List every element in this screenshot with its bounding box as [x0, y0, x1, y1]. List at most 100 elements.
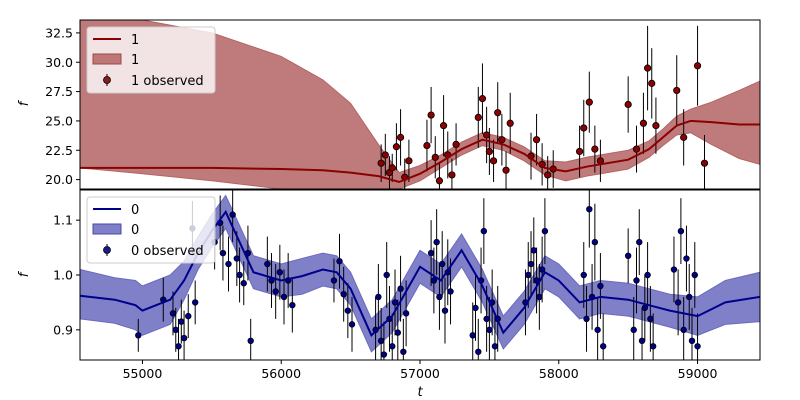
bottom-observed-point-70	[580, 271, 587, 279]
bottom-legend-line-label: 0	[131, 203, 139, 218]
bottom-observed-point-44	[427, 249, 435, 257]
bottom-observed-point-71	[583, 315, 590, 323]
x-tick-label-3: 58000	[539, 366, 579, 381]
bottom-observed-point-78	[624, 252, 632, 260]
top-axes-frame	[79, 19, 761, 190]
bottom-observed-point-74	[591, 238, 599, 246]
top-observed-point-35	[624, 100, 632, 109]
bottom-observed-point-58	[486, 326, 493, 334]
bottom-observed-point-47	[436, 293, 443, 301]
top-observed-point-17	[478, 95, 487, 103]
bottom-observed-point-31	[348, 321, 356, 328]
top-legend-marker-swatch	[103, 76, 111, 84]
top-legend-band-swatch	[92, 53, 122, 65]
bottom-observed-point-34	[377, 337, 385, 345]
bottom-observed-point-23	[276, 269, 284, 276]
top-observed-point-33	[591, 145, 599, 153]
top-observed-point-36	[632, 145, 641, 153]
top-y-tick-label-5: 32.5	[45, 25, 73, 40]
bottom-observed-point-80	[633, 277, 640, 284]
top-observed-point-39	[648, 79, 656, 87]
top-y-tick-label-0: 20.0	[45, 172, 73, 187]
top-observed-point-15	[452, 140, 460, 149]
bottom-observed-point-88	[674, 299, 682, 306]
bottom-observed-point-60	[491, 343, 499, 350]
top-y-tick-label-4: 30.0	[45, 55, 73, 70]
bottom-observed-point-94	[691, 271, 698, 279]
bottom-observed-point-83	[641, 304, 649, 312]
bottom-observed-point-3	[172, 326, 179, 334]
bottom-legend-observed-label: 0 observed	[131, 244, 204, 259]
bottom-observed-point-40	[394, 329, 401, 336]
top-y-axis-label: f	[17, 99, 32, 106]
bottom-observed-point-67	[536, 293, 543, 301]
bottom-observed-point-86	[649, 343, 657, 350]
bottom-observed-point-81	[636, 238, 643, 246]
bottom-observed-point-90	[680, 326, 687, 334]
bottom-y-axis-label: f	[17, 270, 32, 277]
bottom-observed-point-54	[475, 348, 482, 355]
bottom-observed-point-46	[433, 238, 440, 246]
bottom-observed-point-63	[525, 271, 532, 279]
top-observed-point-23	[502, 166, 510, 174]
bottom-observed-point-84	[644, 271, 651, 279]
bottom-observed-point-49	[441, 307, 449, 314]
bottom-observed-point-92	[686, 293, 693, 301]
bottom-observed-point-91	[683, 255, 690, 262]
top-observed-point-19	[485, 147, 493, 156]
bottom-observed-point-87	[670, 266, 678, 273]
top-observed-point-21	[494, 109, 502, 117]
bottom-observed-point-27	[330, 277, 338, 284]
bottom-observed-point-19	[247, 337, 254, 345]
bottom-observed-point-7	[185, 312, 192, 320]
top-legend-line-label: 1	[131, 33, 139, 48]
top-observed-point-31	[580, 124, 588, 132]
bottom-observed-point-12	[219, 249, 227, 257]
bottom-observed-point-9	[191, 299, 199, 306]
top-y-tick-label-1: 22.5	[45, 143, 73, 158]
bottom-observed-point-15	[233, 255, 241, 262]
top-observed-point-41	[673, 86, 681, 95]
bottom-observed-point-89	[677, 227, 685, 235]
bottom-observed-point-16	[236, 271, 243, 279]
top-observed-point-28	[544, 171, 552, 179]
top-observed-point-26	[532, 136, 541, 144]
bottom-observed-point-6	[180, 334, 188, 342]
top-observed-point-24	[506, 119, 514, 127]
top-observed-point-4	[392, 143, 401, 151]
x-tick-label-4: 59000	[678, 366, 718, 381]
top-observed-point-43	[693, 62, 702, 70]
top-observed-point-40	[652, 122, 660, 130]
top-panel: 20.0 22.5 25.0 27.5 30.0 32.5 f 1 1 1 observe…	[17, 19, 761, 190]
bottom-observed-point-26	[289, 301, 296, 309]
bottom-legend: 0 0 0 observed	[86, 196, 216, 264]
bottom-observed-point-17	[240, 280, 247, 287]
bottom-observed-point-85	[647, 315, 654, 323]
bottom-observed-point-33	[375, 293, 382, 301]
top-observed-point-0	[377, 159, 385, 167]
bottom-y-axis: 0.9 1.0 1.1	[53, 213, 80, 337]
top-observed-point-8	[423, 141, 431, 150]
top-observed-point-38	[643, 64, 652, 72]
x-tick-label-2: 57000	[400, 366, 440, 381]
bottom-observed-point-68	[538, 266, 546, 273]
bottom-observed-point-0	[135, 332, 142, 339]
top-observed-point-20	[489, 157, 498, 165]
bottom-observed-point-43	[402, 310, 410, 317]
x-axis: 55000 56000 57000 58000 59000	[123, 360, 718, 381]
bottom-plot-area	[80, 190, 760, 360]
top-legend-band-label: 1	[131, 53, 139, 68]
bottom-observed-point-30	[344, 307, 352, 314]
bottom-panel: 0.91.01.1 55000 56000 57000 58000 59000 f t …	[17, 189, 761, 400]
bottom-observed-point-56	[480, 227, 488, 235]
bottom-observed-point-69	[541, 227, 549, 235]
bottom-observed-point-35	[380, 351, 388, 358]
x-tick-label-0: 55000	[123, 366, 163, 381]
x-tick-label-1: 56000	[261, 366, 301, 381]
bottom-observed-point-79	[630, 326, 637, 334]
bottom-observed-point-65	[530, 247, 537, 254]
bottom-legend-marker-swatch	[103, 246, 111, 254]
top-observed-point-42	[680, 133, 688, 141]
top-observed-point-11	[435, 177, 444, 185]
bottom-observed-point-5	[178, 318, 185, 325]
